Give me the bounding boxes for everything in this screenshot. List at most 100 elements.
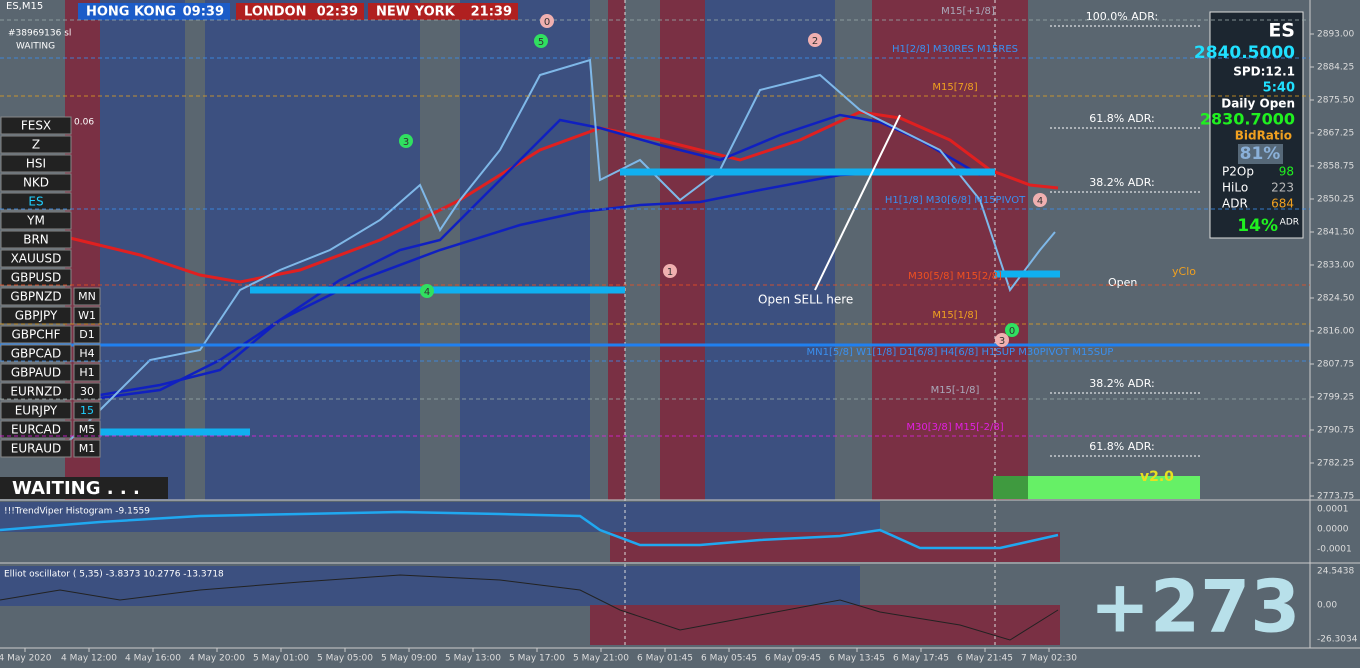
wave-marker — [995, 333, 1009, 347]
panel-row-label: ADR — [1222, 197, 1248, 211]
osc-band — [0, 566, 860, 606]
price-label: 2841.50 — [1317, 228, 1354, 238]
symbol-button[interactable] — [0, 268, 72, 287]
panel-row-value: 98 — [1279, 165, 1294, 179]
symbol-label: EURAUD — [11, 442, 61, 456]
clock-time: 09:39 — [183, 5, 224, 20]
ratio-box — [1238, 144, 1283, 164]
timeframe-label: 30 — [80, 385, 94, 398]
time-label: 6 May 17:45 — [893, 654, 949, 664]
wave-label: 4 — [1037, 196, 1043, 207]
symbol-label: ES — [28, 195, 43, 209]
wave-marker — [808, 33, 822, 47]
panel-open: 2830.7000 — [1200, 110, 1295, 129]
symbol-button[interactable] — [0, 287, 72, 306]
time-label: 5 May 17:00 — [509, 654, 565, 664]
symbol-button[interactable] — [0, 439, 72, 458]
symbol-button[interactable] — [0, 249, 72, 268]
clock-city: LONDON — [244, 5, 306, 20]
time-label: 4 May 16:00 — [125, 654, 181, 664]
symbol-button[interactable] — [0, 135, 72, 154]
session-band — [660, 0, 705, 500]
waiting-box — [0, 477, 168, 499]
blue-average-slow — [99, 170, 960, 400]
symbol-button[interactable] — [0, 192, 72, 211]
adr-label: 61.8% ADR: — [1089, 440, 1154, 453]
symbol-label: GBPNZD — [10, 290, 61, 304]
histogram-title: !!!TrendViper Histogram -9.1559 — [4, 507, 150, 517]
adr-label: 61.8% ADR: — [1089, 112, 1154, 125]
wave-label: 2 — [812, 36, 818, 47]
symbol-label: YM — [26, 214, 45, 228]
session-band — [460, 0, 590, 500]
clock-city: NEW YORK — [376, 5, 456, 20]
wave-label: 4 — [424, 287, 430, 298]
time-label: 4 May 2020 — [0, 654, 52, 664]
timeframe-button[interactable] — [73, 344, 101, 363]
symbol-button[interactable] — [0, 211, 72, 230]
panel-adr-label: ADR — [1280, 218, 1299, 228]
info-panel — [1209, 11, 1304, 239]
timeframe-button[interactable] — [73, 382, 101, 401]
symbol-button[interactable] — [0, 230, 72, 249]
symbol-label: FESX — [21, 119, 51, 133]
symbol-label: XAUUSD — [11, 252, 62, 266]
wave-marker — [399, 134, 413, 148]
symbol-label: Z — [32, 138, 40, 152]
symbol-button[interactable] — [0, 363, 72, 382]
panel-ratio-label: BidRatio — [1235, 129, 1292, 143]
timeframe-button[interactable] — [73, 325, 101, 344]
adr-label: 100.0% ADR: — [1086, 10, 1158, 23]
wave-marker — [420, 284, 434, 298]
price-label: 2790.75 — [1317, 426, 1354, 436]
symbol-button[interactable] — [0, 344, 72, 363]
timeframe-button[interactable] — [73, 420, 101, 439]
time-label: 6 May 13:45 — [829, 654, 885, 664]
level-label: H1[2/8] M30RES M15RES — [892, 44, 1018, 55]
time-label: 5 May 13:00 — [445, 654, 501, 664]
time-label: 5 May 05:00 — [317, 654, 373, 664]
clock-box — [78, 3, 230, 20]
price-axis — [1310, 0, 1360, 648]
level-label: H1[1/8] M30[6/8] M15PIVOT — [885, 195, 1026, 206]
timeframe-button[interactable] — [73, 439, 101, 458]
symbol-button[interactable] — [0, 420, 72, 439]
timeframe-button[interactable] — [73, 401, 101, 420]
time-label: 4 May 12:00 — [61, 654, 117, 664]
annotation: Open — [1108, 276, 1137, 289]
red-average — [69, 110, 1059, 284]
time-label: 6 May 09:45 — [765, 654, 821, 664]
price-label: 2850.25 — [1317, 195, 1354, 205]
symbol-label: NKD — [23, 176, 49, 190]
session-band — [100, 0, 185, 500]
blue-average-fast — [99, 113, 981, 397]
price-label: 2807.75 — [1317, 360, 1354, 370]
price-label: 2773.75 — [1317, 492, 1354, 502]
time-label: 5 May 01:00 — [253, 654, 309, 664]
panel-adr-pct: 14% — [1237, 216, 1278, 236]
hist-axis-label: 0.0001 — [1317, 505, 1349, 515]
symbol-label: GBPUSD — [11, 271, 61, 285]
box — [993, 476, 1028, 499]
symbol-button[interactable] — [0, 154, 72, 173]
price-label: 2824.50 — [1317, 294, 1354, 304]
symbol-button[interactable] — [0, 382, 72, 401]
osc-axis-label: 24.5438 — [1317, 567, 1354, 577]
symbol-button[interactable] — [0, 116, 72, 135]
adr-label: 38.2% ADR: — [1089, 176, 1154, 189]
symbol-label: GBPCAD — [11, 347, 62, 361]
timeframe-button[interactable] — [73, 363, 101, 382]
symbol-button[interactable] — [0, 325, 72, 344]
wave-marker — [1033, 193, 1047, 207]
price-label: 2875.50 — [1317, 96, 1354, 106]
status: WAITING — [16, 42, 55, 52]
symbol-button[interactable] — [0, 173, 72, 192]
annotation: v2.0 — [1140, 469, 1174, 485]
symbol-label: GBPCHF — [11, 328, 60, 342]
timeframe-button[interactable] — [73, 287, 101, 306]
symbol-button[interactable] — [0, 401, 72, 420]
wave-marker — [1005, 323, 1019, 337]
price-label: 2858.75 — [1317, 162, 1354, 172]
account: #38969136 sl — [8, 29, 71, 39]
